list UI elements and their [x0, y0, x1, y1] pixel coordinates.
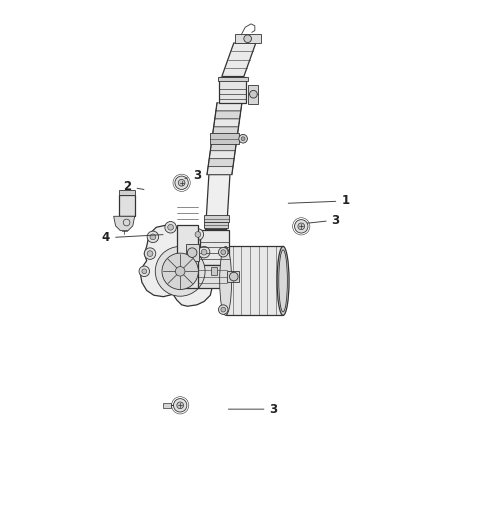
Polygon shape	[213, 127, 239, 135]
Circle shape	[147, 231, 158, 243]
Circle shape	[142, 269, 147, 274]
Circle shape	[178, 179, 185, 186]
Bar	[163, 403, 171, 408]
Circle shape	[244, 35, 252, 42]
Circle shape	[218, 305, 228, 314]
Text: 1: 1	[288, 195, 349, 207]
Circle shape	[187, 248, 197, 258]
Circle shape	[250, 91, 257, 98]
Bar	[186, 244, 199, 261]
Bar	[177, 225, 198, 288]
Circle shape	[139, 266, 150, 276]
Circle shape	[156, 246, 205, 296]
Circle shape	[239, 135, 247, 143]
Polygon shape	[141, 225, 212, 306]
Circle shape	[173, 399, 187, 412]
Polygon shape	[222, 43, 256, 76]
Bar	[198, 265, 227, 288]
Bar	[226, 246, 283, 315]
Circle shape	[195, 231, 201, 238]
Circle shape	[218, 247, 228, 257]
Circle shape	[229, 272, 238, 281]
Circle shape	[168, 224, 173, 230]
Bar	[204, 222, 228, 228]
Bar	[248, 84, 258, 104]
Circle shape	[162, 253, 198, 289]
Circle shape	[147, 251, 153, 257]
Polygon shape	[209, 151, 235, 159]
Circle shape	[165, 222, 176, 233]
Bar	[204, 216, 229, 222]
Polygon shape	[207, 167, 233, 175]
Circle shape	[221, 307, 226, 312]
Circle shape	[150, 234, 156, 240]
Text: 3: 3	[307, 214, 340, 227]
Text: 4: 4	[102, 231, 163, 244]
Bar	[219, 76, 246, 103]
Ellipse shape	[220, 246, 232, 315]
Polygon shape	[114, 216, 135, 230]
Polygon shape	[208, 159, 234, 167]
Bar	[211, 267, 217, 275]
Circle shape	[175, 267, 185, 276]
Circle shape	[298, 223, 305, 230]
Polygon shape	[214, 119, 240, 127]
Polygon shape	[215, 111, 241, 119]
Circle shape	[192, 229, 204, 240]
Circle shape	[295, 220, 308, 233]
Polygon shape	[205, 175, 230, 230]
Circle shape	[177, 402, 183, 409]
Polygon shape	[210, 143, 236, 151]
Polygon shape	[212, 135, 238, 143]
Circle shape	[144, 248, 156, 260]
Bar	[120, 195, 135, 216]
Circle shape	[221, 250, 226, 254]
Bar	[120, 190, 135, 195]
Text: 3: 3	[228, 402, 277, 416]
Polygon shape	[216, 103, 242, 111]
Circle shape	[241, 137, 245, 141]
Bar	[235, 34, 261, 43]
Circle shape	[198, 246, 210, 258]
Bar	[210, 133, 240, 144]
Bar	[227, 271, 239, 282]
Bar	[217, 76, 248, 81]
Text: 3: 3	[185, 169, 201, 182]
Ellipse shape	[277, 246, 289, 315]
Text: 2: 2	[123, 180, 144, 193]
Bar	[200, 230, 229, 265]
Circle shape	[201, 249, 207, 255]
Circle shape	[175, 176, 188, 189]
